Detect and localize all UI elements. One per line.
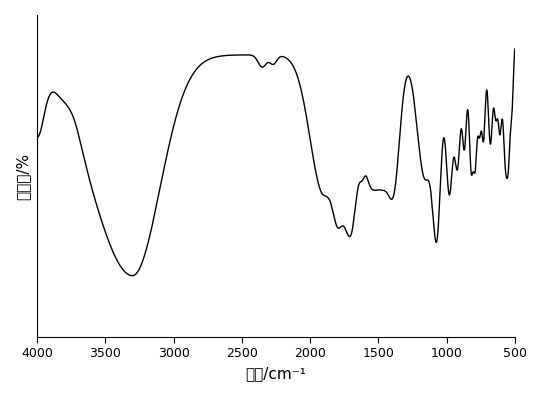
X-axis label: 波数/cm⁻¹: 波数/cm⁻¹ — [246, 366, 306, 381]
Y-axis label: 透过率/%: 透过率/% — [15, 152, 30, 200]
